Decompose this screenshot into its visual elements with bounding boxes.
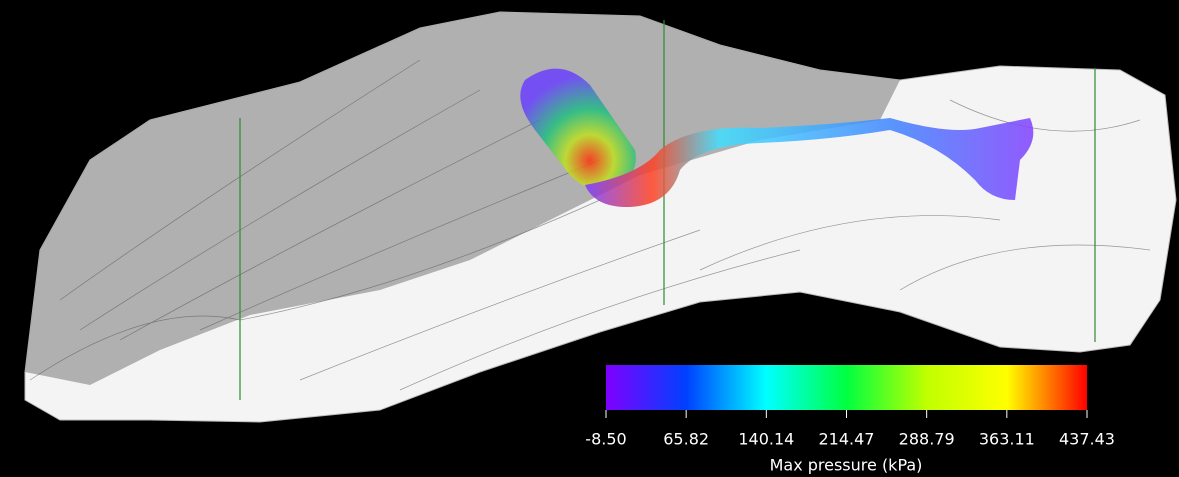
tick-label: 363.11 <box>979 430 1035 449</box>
colorbar <box>606 365 1087 410</box>
tick-label: -8.50 <box>585 430 626 449</box>
tick-label: 437.43 <box>1059 430 1115 449</box>
page: {"chart_data": {"type": "colorbar", "tit… <box>0 0 1179 477</box>
map-view: -8.50 65.82 140.14 214.47 288.79 363.11 437.43… <box>0 0 1179 477</box>
tick-label: 288.79 <box>899 430 955 449</box>
tick-label: 65.82 <box>663 430 709 449</box>
colorbar-title: Max pressure (kPa) <box>770 456 923 475</box>
tick-label: 140.14 <box>738 430 794 449</box>
colorbar-ticks: -8.50 65.82 140.14 214.47 288.79 363.11 437.43 <box>585 410 1115 449</box>
tick-label: 214.47 <box>819 430 875 449</box>
